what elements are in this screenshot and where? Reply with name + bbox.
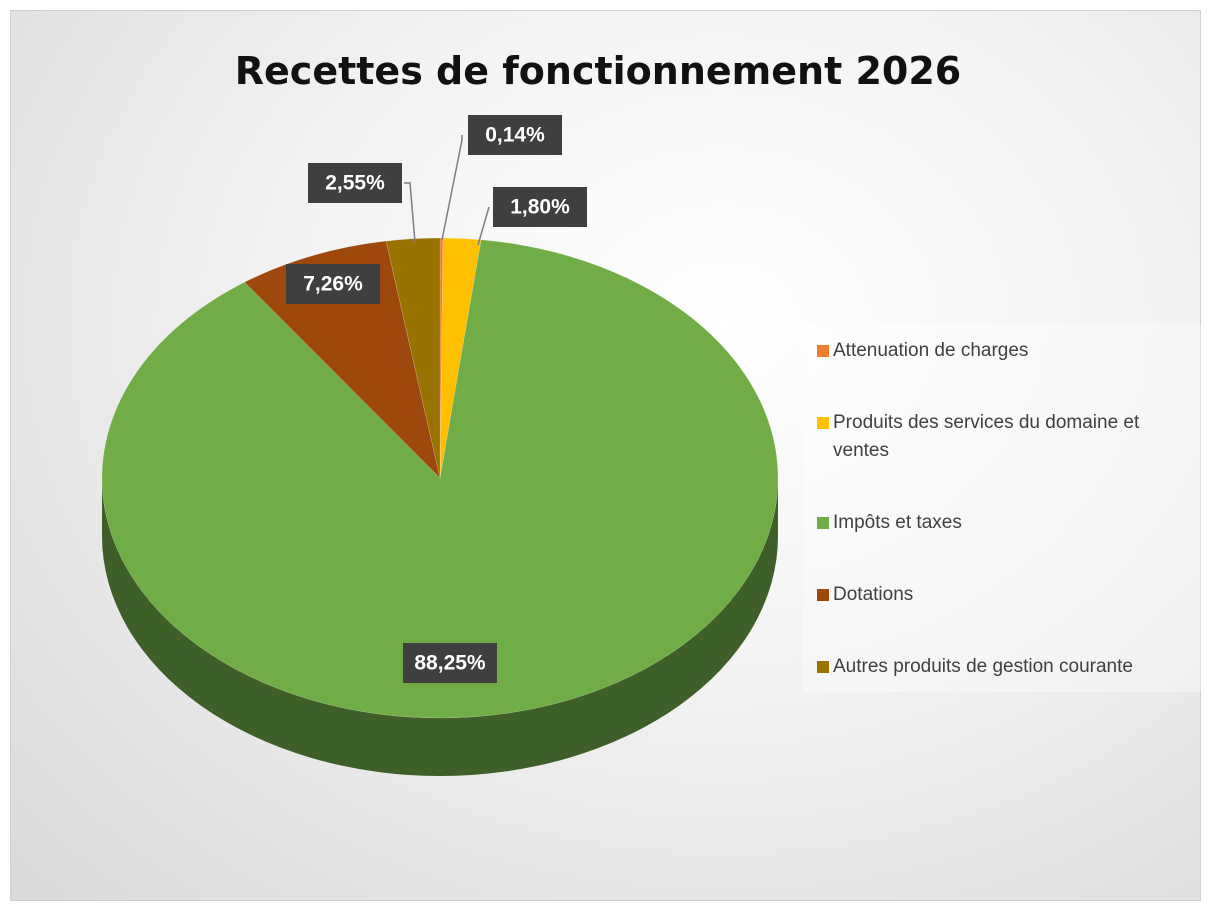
legend-item: Autres produits de gestion courante (817, 653, 1195, 681)
leader-line (404, 182, 416, 243)
slice (385, 237, 441, 479)
legend-swatch (817, 417, 829, 429)
leader-line (441, 135, 463, 241)
data-label: 7,26% (303, 273, 363, 296)
legend-label: Autres produits de gestion courante (833, 656, 1133, 677)
legend: Attenuation de charges Produits des servi… (803, 323, 1203, 692)
label-box (468, 115, 562, 155)
legend-label: Impôts et taxes (833, 512, 962, 533)
slice (101, 239, 779, 719)
legend-swatch (817, 517, 829, 529)
label-box (403, 643, 497, 683)
label-box (308, 163, 402, 203)
legend-item: Dotations (817, 581, 1195, 609)
data-label: 88,25% (414, 652, 486, 675)
legend-swatch (817, 345, 829, 357)
label-box (493, 187, 587, 227)
legend-swatch (817, 589, 829, 601)
leader-line (477, 206, 490, 246)
chart-title: Recettes de fonctionnement 2026 (235, 49, 961, 93)
data-label: 0,14% (485, 124, 545, 147)
legend-swatch (817, 661, 829, 673)
data-label: 1,80% (510, 196, 570, 219)
legend-item: Produits des services du domaine et vent… (817, 409, 1195, 465)
label-box (286, 264, 380, 304)
legend-label: Dotations (833, 584, 914, 605)
legend-label: Attenuation de charges (833, 340, 1029, 361)
legend-item: Impôts et taxes (817, 509, 1195, 537)
slice-side (102, 478, 778, 776)
data-label: 2,55% (325, 172, 385, 195)
legend-item: Attenuation de charges (817, 337, 1195, 365)
legend-label: Produits des services du domaine et vent… (833, 412, 1140, 461)
